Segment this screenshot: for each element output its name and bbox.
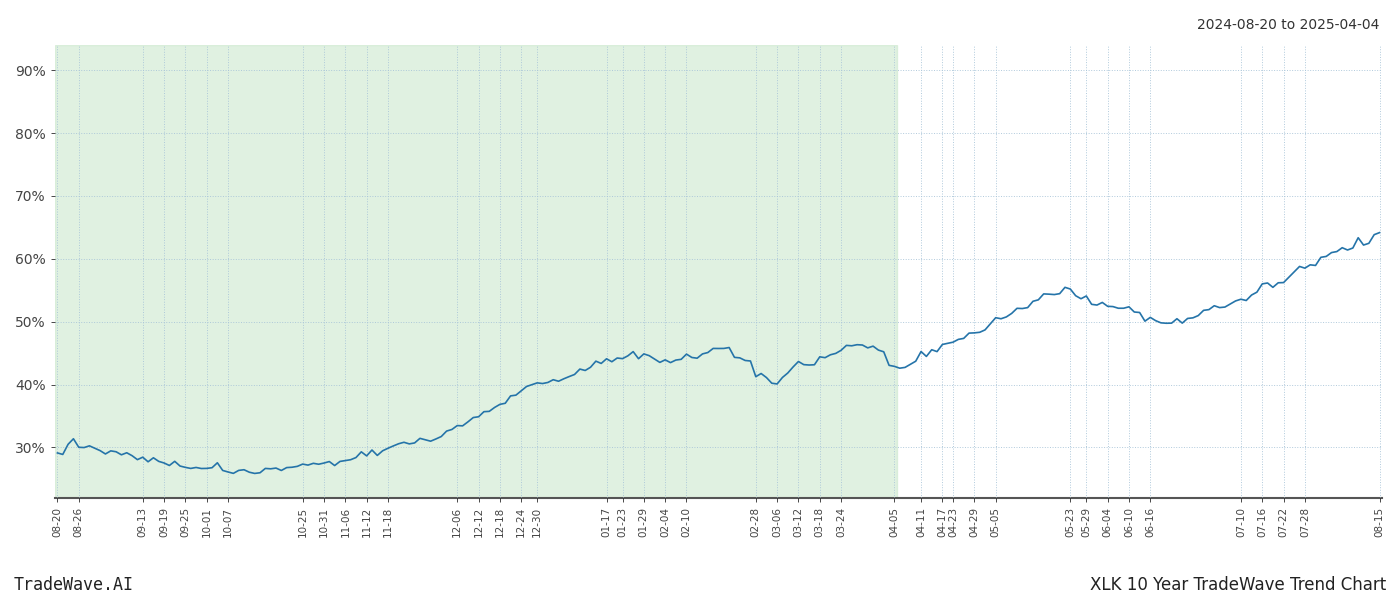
Text: TradeWave.AI: TradeWave.AI (14, 576, 134, 594)
Text: XLK 10 Year TradeWave Trend Chart: XLK 10 Year TradeWave Trend Chart (1089, 576, 1386, 594)
Text: 2024-08-20 to 2025-04-04: 2024-08-20 to 2025-04-04 (1197, 18, 1379, 32)
Bar (55, 45, 897, 498)
